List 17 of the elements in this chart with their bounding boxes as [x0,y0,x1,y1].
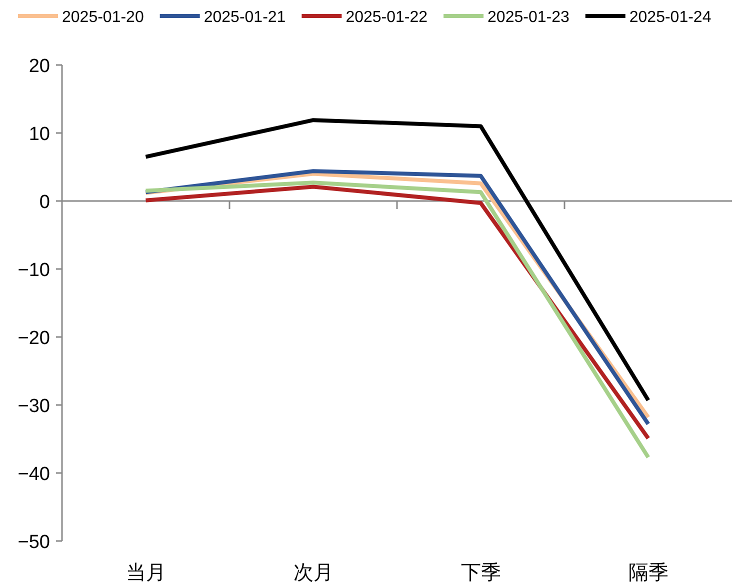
y-tick-label: −30 [18,396,50,417]
legend-label: 2025-01-20 [62,9,144,26]
legend-label: 2025-01-23 [488,9,570,26]
y-tick-label: −10 [18,260,50,281]
x-tick-label: 隔季 [628,562,668,584]
y-tick-label: 0 [39,192,50,213]
y-tick-label: −40 [18,464,50,485]
y-tick-label: 10 [28,124,50,145]
y-tick-label: −50 [18,532,50,553]
x-tick-label: 下季 [460,562,501,584]
x-tick-label: 次月 [293,562,334,584]
y-tick-label: 20 [28,56,50,77]
x-tick-label: 当月 [126,562,166,584]
legend-label: 2025-01-21 [204,9,286,26]
legend-label: 2025-01-24 [629,9,712,26]
y-tick-label: −20 [18,328,50,349]
legend-label: 2025-01-22 [346,9,428,26]
